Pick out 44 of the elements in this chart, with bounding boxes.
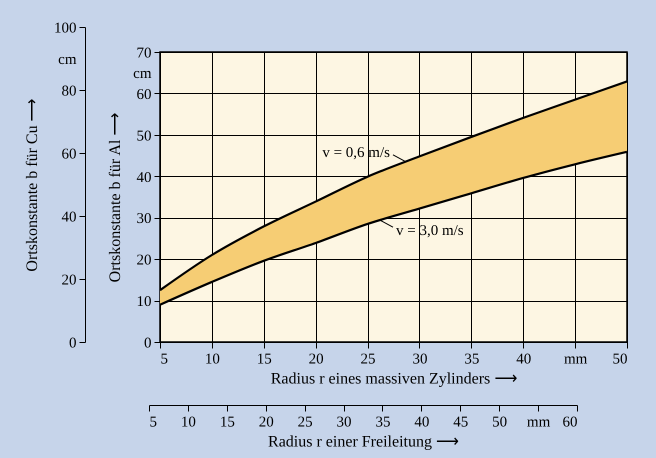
x2-tick-label: 60 bbox=[562, 414, 578, 430]
x2-tick-label: 20 bbox=[258, 414, 274, 430]
y2-tick-label: 20 bbox=[62, 272, 76, 288]
y2-axis-title: Ortskonstante b für Cu ⟶ bbox=[24, 98, 41, 272]
x-tick-label: 35 bbox=[464, 352, 480, 368]
y-tick-label: cm bbox=[133, 66, 152, 82]
x2-axis-title: Radius r einer Freileitung ⟶ bbox=[268, 434, 459, 450]
annotation: v = 0,6 m/s bbox=[322, 144, 390, 161]
x2-tick-label: 50 bbox=[492, 414, 508, 430]
y-tick-label: 10 bbox=[136, 294, 152, 310]
x2-tick-label: 25 bbox=[298, 414, 313, 430]
x-tick-label: 15 bbox=[256, 352, 272, 368]
x-axis-title: Radius r eines massiven Zylinders ⟶ bbox=[270, 370, 518, 388]
x-tick-label: 40 bbox=[516, 352, 532, 368]
y-tick-label: 50 bbox=[136, 128, 152, 144]
y2-tick-label: 40 bbox=[62, 210, 76, 226]
x-tick-label: 10 bbox=[204, 352, 220, 368]
x-tick-label: 50 bbox=[612, 352, 628, 368]
x-tick-label: 20 bbox=[308, 352, 324, 368]
y-tick-label: 40 bbox=[136, 170, 152, 186]
x2-tick-label: 5 bbox=[150, 414, 157, 430]
x-tick-label: 25 bbox=[360, 352, 376, 368]
y-tick-label: 20 bbox=[136, 252, 152, 269]
y-tick-label: 70 bbox=[136, 46, 152, 62]
x-tick-label: 5 bbox=[160, 352, 168, 368]
y-axis-title: Ortskonstante b für Al ⟶ bbox=[107, 112, 124, 282]
y2-tick-label: 60 bbox=[62, 146, 76, 162]
y2-tick-label: cm bbox=[58, 52, 77, 68]
y-tick-label: 0 bbox=[144, 336, 152, 352]
y-tick-label: 30 bbox=[136, 211, 152, 228]
x2-tick-label: 10 bbox=[180, 414, 196, 430]
x2-tick-label: 40 bbox=[414, 414, 430, 430]
y2-tick-label: 0 bbox=[69, 336, 76, 352]
x-tick-label: 30 bbox=[412, 352, 428, 368]
x2-tick-label: 45 bbox=[453, 414, 468, 430]
y2-tick-label: 100 bbox=[54, 20, 76, 36]
x2-tick-label: mm bbox=[526, 414, 551, 430]
y2-tick-label: 80 bbox=[62, 84, 76, 100]
x2-tick-label: 15 bbox=[220, 414, 235, 430]
y-tick-label: 60 bbox=[136, 86, 152, 103]
x2-tick-label: 30 bbox=[336, 414, 352, 430]
annotation: v = 3,0 m/s bbox=[396, 223, 464, 240]
x-tick-label: mm bbox=[564, 352, 588, 368]
x2-tick-label: 35 bbox=[375, 414, 390, 430]
